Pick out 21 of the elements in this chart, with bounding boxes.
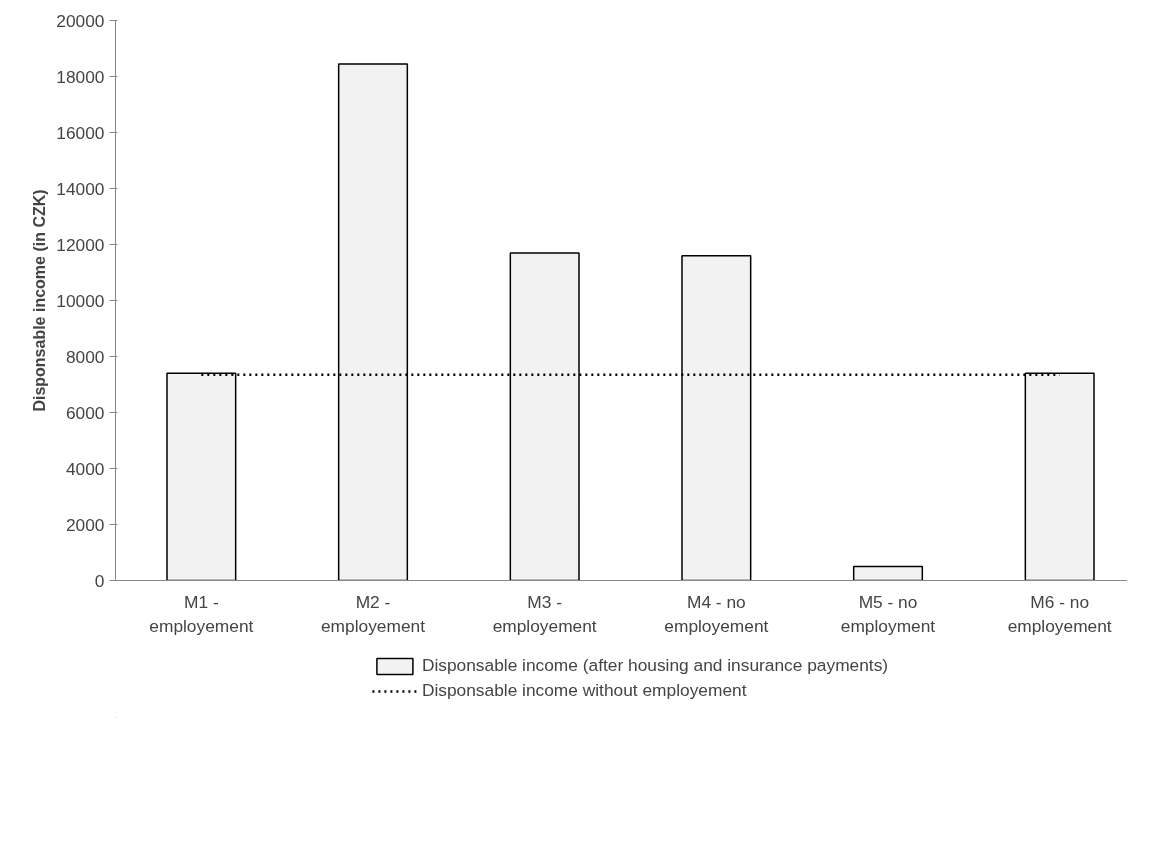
- y-tick-label: 4000: [65, 458, 105, 479]
- y-tick-label: 14000: [56, 178, 105, 199]
- y-tick-label: 2000: [65, 514, 105, 535]
- legend-label: Disponsable income (after housing and insurance payments): [421, 655, 889, 676]
- x-tick-label: M2 - employement: [320, 591, 426, 636]
- y-axis-title: Disponsable income (in CZK): [31, 189, 49, 412]
- y-tick-label: 10000: [56, 290, 105, 311]
- x-tick-label: M3 - employement: [492, 591, 597, 636]
- bar: [852, 565, 924, 581]
- y-tick-label: 0: [94, 570, 105, 591]
- y-tick-label: 6000: [65, 402, 105, 423]
- x-tick-label: M5 - no employment: [840, 591, 936, 636]
- x-tick-label: M6 - no employement: [1007, 591, 1112, 636]
- y-tick-label: 20000: [56, 10, 105, 31]
- y-tick-label: 12000: [56, 234, 105, 255]
- x-tick-label: M4 - no employement: [664, 591, 769, 636]
- y-tick-label: 16000: [56, 122, 105, 143]
- y-tick-label: 8000: [65, 346, 105, 367]
- legend-label: Disponsable income without employement: [421, 680, 747, 701]
- y-tick-label: 18000: [56, 66, 105, 87]
- x-tick-label: M1 - employement: [149, 591, 254, 636]
